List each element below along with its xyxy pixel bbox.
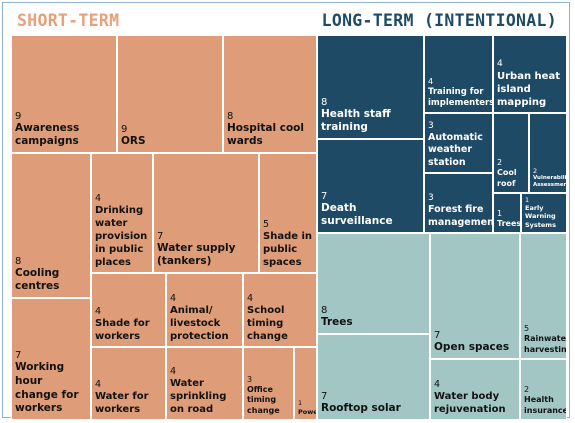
tile-label: Rainwater harvesting xyxy=(524,334,567,354)
tile-value: 3 xyxy=(247,375,253,385)
tile-value: 4 xyxy=(95,305,102,317)
tile-label: Trees xyxy=(321,316,353,329)
tile-label: Forest fire management xyxy=(428,204,493,228)
tile-label: Drinking water provision in public place… xyxy=(95,205,148,268)
tile-value: 4 xyxy=(428,77,434,87)
tile-value: 2 xyxy=(533,166,538,175)
tile-value: 4 xyxy=(247,292,254,304)
tile-rooftop-solar-light: 7 Rooftop solar xyxy=(317,334,430,420)
tile-value: 1 xyxy=(497,208,503,218)
tile-value: 4 xyxy=(434,378,441,390)
tile-value: 9 xyxy=(15,110,22,122)
tile-value: 3 xyxy=(428,193,434,204)
tile-water-for-workers: 4 Water for workers xyxy=(91,347,166,420)
tile-working-hour-change-for-workers: 7 Working hour change for workers xyxy=(11,298,91,420)
tile-value: 8 xyxy=(321,96,328,108)
tile-cooling-centres: 8 Cooling centres xyxy=(11,153,91,298)
tile-value: 7 xyxy=(321,190,328,202)
tile-automatic-weather-station: 3 Automatic weather station xyxy=(424,113,493,173)
tile-water-body-rejuvenation-light: 4 Water body rejuvenation xyxy=(430,359,520,420)
tile-label: Office timing change xyxy=(247,384,280,415)
tile-value: 7 xyxy=(321,391,328,403)
tile-value: 5 xyxy=(524,324,530,334)
tile-forest-fire-management: 3 Forest fire management xyxy=(424,173,493,233)
tile-value: 7 xyxy=(434,330,441,342)
tile-label: Water for workers xyxy=(95,391,149,415)
tile-early-warning-systems: 1 Early Warning Systems xyxy=(521,193,567,233)
short-term-heading: SHORT-TERM xyxy=(17,11,120,30)
tile-label: Awareness campaigns xyxy=(15,121,80,148)
tile-value: 1 xyxy=(525,195,530,204)
tile-label: Urban heat island mapping xyxy=(497,71,560,108)
tile-school-timing-change: 4 School timing change xyxy=(243,273,317,347)
tile-label: Automatic weather station xyxy=(428,131,483,168)
tile-label: Water body rejuvenation xyxy=(434,391,506,415)
tile-health-staff-training: 8 Health staff training xyxy=(317,35,424,139)
tile-label: Rooftop solar xyxy=(321,402,401,415)
tile-label: Health insurance xyxy=(524,395,567,415)
tile-label: Trees xyxy=(497,218,521,228)
tile-urban-heat-island-mapping: 4 Urban heat island mapping xyxy=(493,35,567,113)
tile-value: 7 xyxy=(157,230,164,242)
tile-label: ORS xyxy=(121,135,146,148)
tile-label: Death surveillance xyxy=(321,201,393,228)
tile-shade-in-public-spaces: 5 Shade in public spaces xyxy=(259,153,317,273)
tile-ors: 9 ORS xyxy=(117,35,223,153)
tile-value: 4 xyxy=(170,292,177,304)
tile-value: 1 xyxy=(298,399,303,408)
tile-value: 2 xyxy=(524,385,530,395)
tile-hospital-cool-wards: 8 Hospital cool wards xyxy=(223,35,317,153)
tile-death-surveillance: 7 Death surveillance xyxy=(317,139,424,233)
tile-open-spaces-light: 7 Open spaces xyxy=(430,233,520,359)
tile-value: 9 xyxy=(121,124,128,136)
tile-value: 2 xyxy=(497,158,503,168)
tile-label: Early Warning Systems xyxy=(525,203,556,229)
tile-training-for-implementers: 4 Training for implementers xyxy=(424,35,493,113)
tile-water-supply-tankers: 7 Water supply (tankers) xyxy=(153,153,259,273)
tile-drinking-water-provision-in-public-places: 4 Drinking water provision in public plac… xyxy=(91,153,153,273)
tile-vulnerability-assessment: 2Vulnerability Assessment xyxy=(529,113,567,193)
tile-value: 4 xyxy=(95,192,102,204)
tile-value: 4 xyxy=(497,59,503,70)
long-term-heading: LONG-TERM (INTENTIONAL) xyxy=(321,11,557,30)
tile-shade-for-workers: 4 Shade for workers xyxy=(91,273,166,347)
tile-value: 8 xyxy=(15,255,22,267)
tile-label: Hospital cool wards xyxy=(227,121,304,148)
tile-office-timing-change: 3 Office timing change xyxy=(243,347,294,420)
tile-label: Shade for workers xyxy=(95,318,150,342)
tile-animal-livestock-protection: 4 Animal/ livestock protection xyxy=(166,273,243,347)
tile-label: Shade in public spaces xyxy=(263,231,313,268)
tile-trees-light: 8 Trees xyxy=(317,233,430,334)
tile-power: 1Power xyxy=(294,347,317,420)
tile-label: School timing change xyxy=(247,305,288,342)
tile-label: Water sprinkling on road xyxy=(170,378,227,415)
tile-water-sprinkling-on-road: 4 Water sprinkling on road xyxy=(166,347,243,420)
tile-value: 4 xyxy=(170,365,177,377)
tile-health-insurance-light: 2 Health insurance xyxy=(520,359,567,420)
tile-value: 3 xyxy=(428,121,434,132)
tile-value: 5 xyxy=(263,218,270,230)
tile-value: 8 xyxy=(321,305,328,317)
tile-label: Animal/ livestock protection xyxy=(170,305,229,342)
tile-label: Power xyxy=(298,407,316,416)
tile-label: Training for implementers xyxy=(428,86,493,108)
tile-value: 7 xyxy=(15,350,22,362)
tile-value: 8 xyxy=(227,110,234,122)
tile-value: 4 xyxy=(95,378,102,390)
tile-cool-roof: 2 Cool roof xyxy=(493,113,529,193)
tile-label: Water supply (tankers) xyxy=(157,241,236,268)
tile-label: Open spaces xyxy=(434,341,510,354)
tile-awareness-campaigns: 9 Awareness campaigns xyxy=(11,35,117,153)
tile-label: Health staff training xyxy=(321,107,391,134)
tile-label: Cool roof xyxy=(497,168,517,188)
tile-label: Vulnerability Assessment xyxy=(533,174,567,188)
tile-trees: 1 Trees xyxy=(493,193,521,233)
tile-label: Cooling centres xyxy=(15,266,60,293)
tile-label: Working hour change for workers xyxy=(15,361,79,415)
